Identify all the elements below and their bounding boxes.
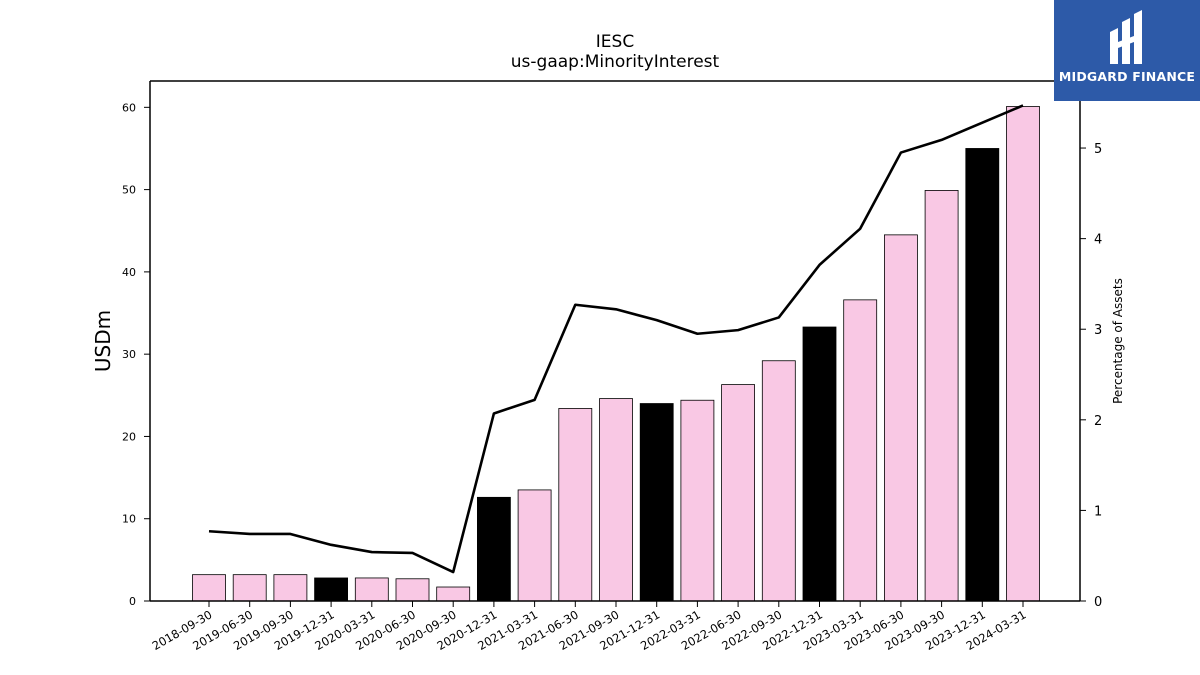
- bar: [843, 299, 878, 602]
- y2-tick-label: 4: [1094, 233, 1102, 248]
- y-tick-label: 50: [122, 184, 136, 197]
- bar: [476, 496, 511, 602]
- bar: [354, 577, 389, 602]
- y-axis-label: USDm: [91, 310, 115, 372]
- brand-logo: MIDGARD FINANCE: [1054, 0, 1200, 101]
- bar: [761, 360, 796, 602]
- bar: [680, 399, 715, 602]
- bar: [721, 384, 755, 602]
- bar: [273, 574, 308, 602]
- bar: [884, 234, 918, 602]
- bar: [436, 586, 471, 602]
- y2-tick-label: 1: [1094, 504, 1102, 519]
- y2-axis-label: Percentage of Assets: [1111, 278, 1125, 404]
- y2-tick-label: 5: [1094, 142, 1102, 157]
- y-tick-label: 0: [129, 595, 136, 608]
- bar: [924, 190, 959, 602]
- y-tick-label: 60: [122, 101, 136, 114]
- bar: [802, 326, 837, 602]
- bar: [639, 403, 674, 602]
- chart-title: IESC: [595, 32, 635, 52]
- chart-subtitle: us-gaap:MinorityInterest: [510, 52, 720, 72]
- bar: [1006, 106, 1040, 602]
- bar: [599, 398, 633, 602]
- bar: [395, 578, 430, 602]
- y-tick-label: 40: [122, 266, 136, 279]
- y2-tick-label: 2: [1094, 414, 1102, 429]
- logo-mark-icon: [1110, 10, 1142, 64]
- logo-text: MIDGARD FINANCE: [1058, 69, 1196, 84]
- y-tick-label: 20: [122, 430, 136, 443]
- bar: [558, 408, 593, 602]
- y-tick-label: 30: [122, 348, 136, 361]
- bar: [232, 574, 267, 602]
- bar: [192, 574, 226, 602]
- series-line: [208, 104, 1024, 574]
- y2-tick-label: 3: [1094, 323, 1102, 338]
- bar: [314, 577, 349, 602]
- y-tick-label: 10: [122, 513, 136, 526]
- y2-tick-label: 0: [1094, 595, 1102, 610]
- bar: [965, 148, 1000, 602]
- bar: [517, 489, 552, 602]
